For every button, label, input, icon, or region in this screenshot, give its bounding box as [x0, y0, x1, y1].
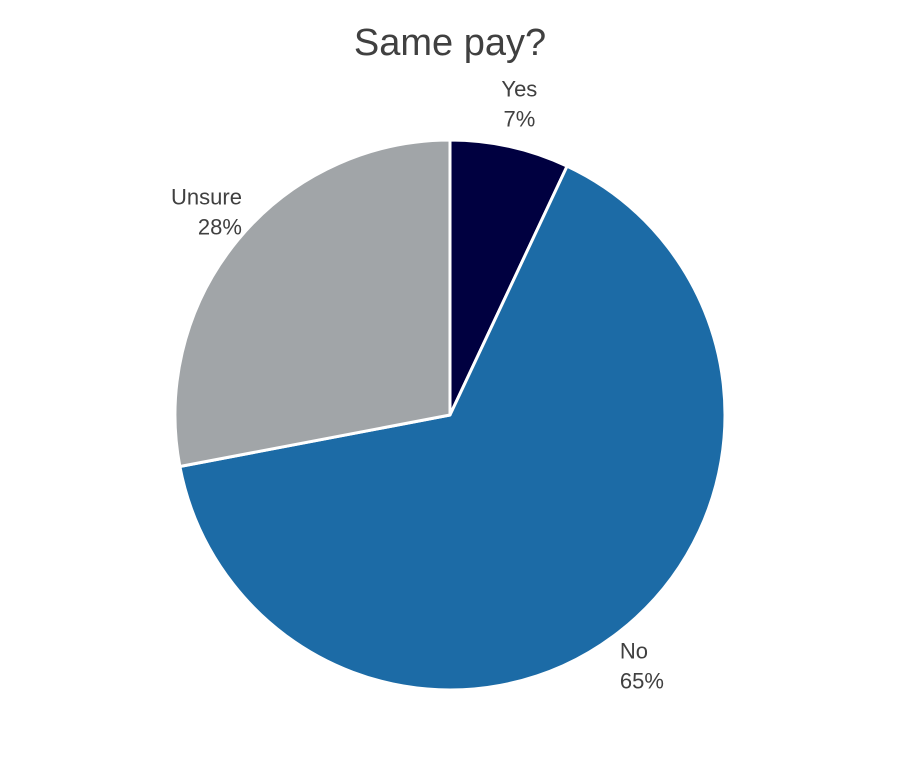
pie-slice-unsure [173, 138, 452, 469]
chart-title: Same pay? [353, 22, 547, 64]
slice-value-label: 28% [198, 214, 242, 239]
slice-category-label: Unsure [171, 184, 242, 209]
slice-category-label: Yes [501, 77, 537, 102]
pie-slice-yes [448, 138, 569, 417]
data-label-yes: Yes 7% [501, 77, 537, 132]
data-label-no: No 65% [620, 638, 664, 693]
data-label-unsure: Unsure 28% [171, 184, 242, 239]
slice-value-label: 65% [620, 668, 664, 693]
slice-category-label: No [620, 638, 648, 663]
pie-slices [173, 138, 727, 692]
pie-labels: Yes 7% No 65% Unsure 28% [171, 77, 664, 694]
slice-value-label: 7% [503, 107, 535, 132]
pie-slice-no [178, 164, 727, 692]
